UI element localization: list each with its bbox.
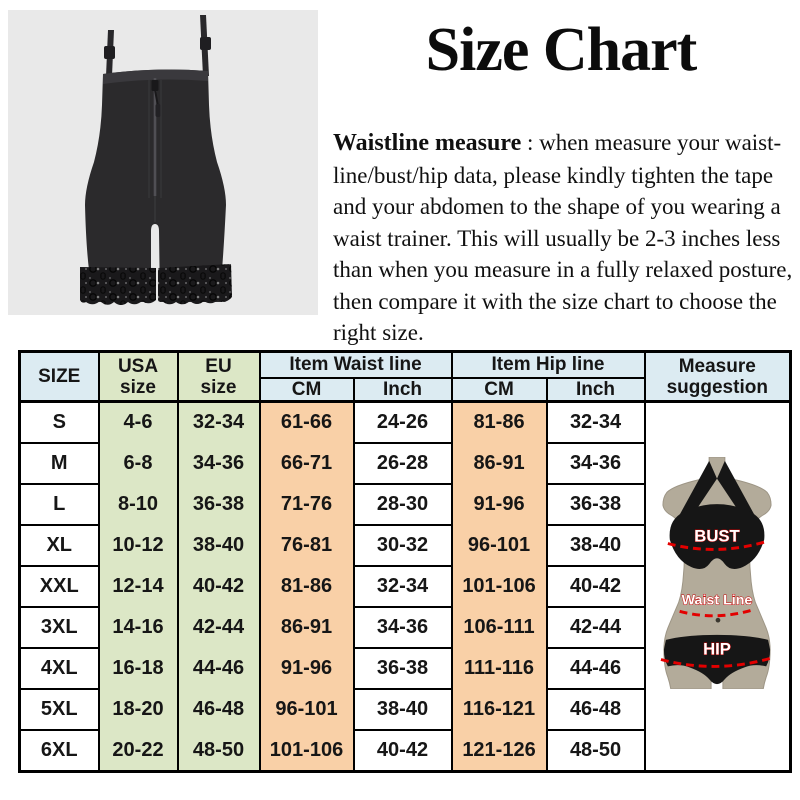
table-row: 5XL 18-20 46-48 96-101 38-40 116-121 46-… [18,688,791,732]
cell-usa: 14-16 [97,607,179,649]
table-row: 6XL 20-22 48-50 101-106 40-42 121-126 48… [18,729,791,773]
cell-waist-inch: 26-28 [352,441,453,485]
table-row: XL 10-12 38-40 76-81 30-32 96-101 38-40 [18,523,791,567]
cell-hip-inch: 32-34 [545,400,646,444]
measure-figure-icon: BUST Waist Line HIP [660,457,774,689]
header-waist-cm: CM [258,376,355,403]
cell-eu: 48-50 [176,730,261,772]
cell-usa: 10-12 [97,524,179,566]
cell-hip-cm: 106-111 [450,607,548,649]
cell-hip-inch: 36-38 [545,482,646,526]
cell-waist-cm: 86-91 [258,607,355,649]
cell-eu: 40-42 [176,565,261,608]
cell-usa: 8-10 [97,483,179,525]
header-hip-inch: Inch [545,376,646,403]
waist-line-label: Waist Line [682,592,753,608]
cell-waist-cm: 101-106 [258,730,355,772]
cell-usa: 18-20 [97,689,179,731]
cell-size: XL [18,523,100,567]
table-row: M 6-8 34-36 66-71 26-28 86-91 34-36 [18,441,791,485]
product-photo [8,10,318,315]
cell-hip-inch: 34-36 [545,441,646,485]
cell-hip-inch: 46-48 [545,688,646,732]
cell-hip-cm: 111-116 [450,648,548,690]
intro-paragraph: Waistline measure : when measure your wa… [333,130,793,345]
cell-waist-inch: 32-34 [352,564,453,609]
cell-waist-inch: 38-40 [352,688,453,732]
cell-eu: 34-36 [176,442,261,484]
cell-waist-cm: 61-66 [258,401,355,443]
bust-label: BUST [695,527,741,546]
cell-size: 3XL [18,606,100,650]
cell-eu: 46-48 [176,689,261,731]
cell-hip-inch: 42-44 [545,606,646,650]
cell-hip-cm: 81-86 [450,401,548,443]
table-row: S 4-6 32-34 61-66 24-26 81-86 32-34 [18,400,792,773]
table-row: XXL 12-14 40-42 81-86 32-34 101-106 40-4… [18,564,791,609]
cell-size: S [18,400,100,444]
table-row: 3XL 14-16 42-44 86-91 34-36 106-111 42-4… [18,606,791,650]
cell-usa: 12-14 [97,565,179,608]
header-item-hip-line: Item Hip line [450,350,646,379]
cell-usa: 16-18 [97,648,179,690]
table-row: L 8-10 36-38 71-76 28-30 91-96 36-38 [18,482,791,526]
cell-waist-cm: 66-71 [258,442,355,484]
cell-hip-cm: 121-126 [450,730,548,772]
cell-waist-inch: 30-32 [352,523,453,567]
cell-size: L [18,482,100,526]
cell-hip-cm: 96-101 [450,524,548,566]
cell-usa: 4-6 [97,401,179,443]
cell-waist-inch: 24-26 [352,400,453,444]
cell-hip-cm: 101-106 [450,565,548,608]
cell-hip-inch: 38-40 [545,523,646,567]
cell-size: 6XL [18,729,100,773]
header-measure-suggestion: Measure suggestion [643,350,792,403]
cell-eu: 44-46 [176,648,261,690]
cell-size: 5XL [18,688,100,732]
measure-suggestion-figure-cell: BUST Waist Line HIP [643,400,792,773]
cell-waist-inch: 36-38 [352,647,453,691]
cell-hip-cm: 86-91 [450,442,548,484]
cell-hip-inch: 44-46 [545,647,646,691]
cell-waist-cm: 96-101 [258,689,355,731]
size-table: SIZE USA size EU size Item Waist line Item… [18,350,793,773]
header-size: SIZE [18,350,100,403]
cell-hip-cm: 116-121 [450,689,548,731]
cell-eu: 36-38 [176,483,261,525]
cell-size: M [18,441,100,485]
cell-waist-inch: 40-42 [352,729,453,773]
cell-usa: 6-8 [97,442,179,484]
cell-hip-cm: 91-96 [450,483,548,525]
intro-bold-label: Waistline measure [333,130,522,156]
black-shapewear-bodysuit-icon [80,15,232,305]
page-title: Size Chart [425,16,698,84]
cell-waist-cm: 76-81 [258,524,355,566]
cell-usa: 20-22 [97,730,179,772]
cell-hip-inch: 40-42 [545,564,646,609]
cell-size: XXL [18,564,100,609]
header-item-waist-line: Item Waist line [258,350,453,379]
cell-waist-cm: 81-86 [258,565,355,608]
cell-hip-inch: 48-50 [545,729,646,773]
cell-waist-cm: 91-96 [258,648,355,690]
cell-size: 4XL [18,647,100,691]
table-row: 4XL 16-18 44-46 91-96 36-38 111-116 44-4… [18,647,791,691]
cell-eu: 32-34 [176,401,261,443]
header-hip-cm: CM [450,376,548,403]
size-table-container: SIZE USA size EU size Item Waist line Item… [18,350,793,773]
header-usa-size: USA size [97,350,179,403]
cell-waist-cm: 71-76 [258,483,355,525]
header-waist-inch: Inch [352,376,453,403]
header-eu-size: EU size [176,350,261,403]
hip-label: HIP [703,640,731,659]
cell-eu: 38-40 [176,524,261,566]
cell-waist-inch: 34-36 [352,606,453,650]
cell-eu: 42-44 [176,607,261,649]
cell-waist-inch: 28-30 [352,482,453,526]
